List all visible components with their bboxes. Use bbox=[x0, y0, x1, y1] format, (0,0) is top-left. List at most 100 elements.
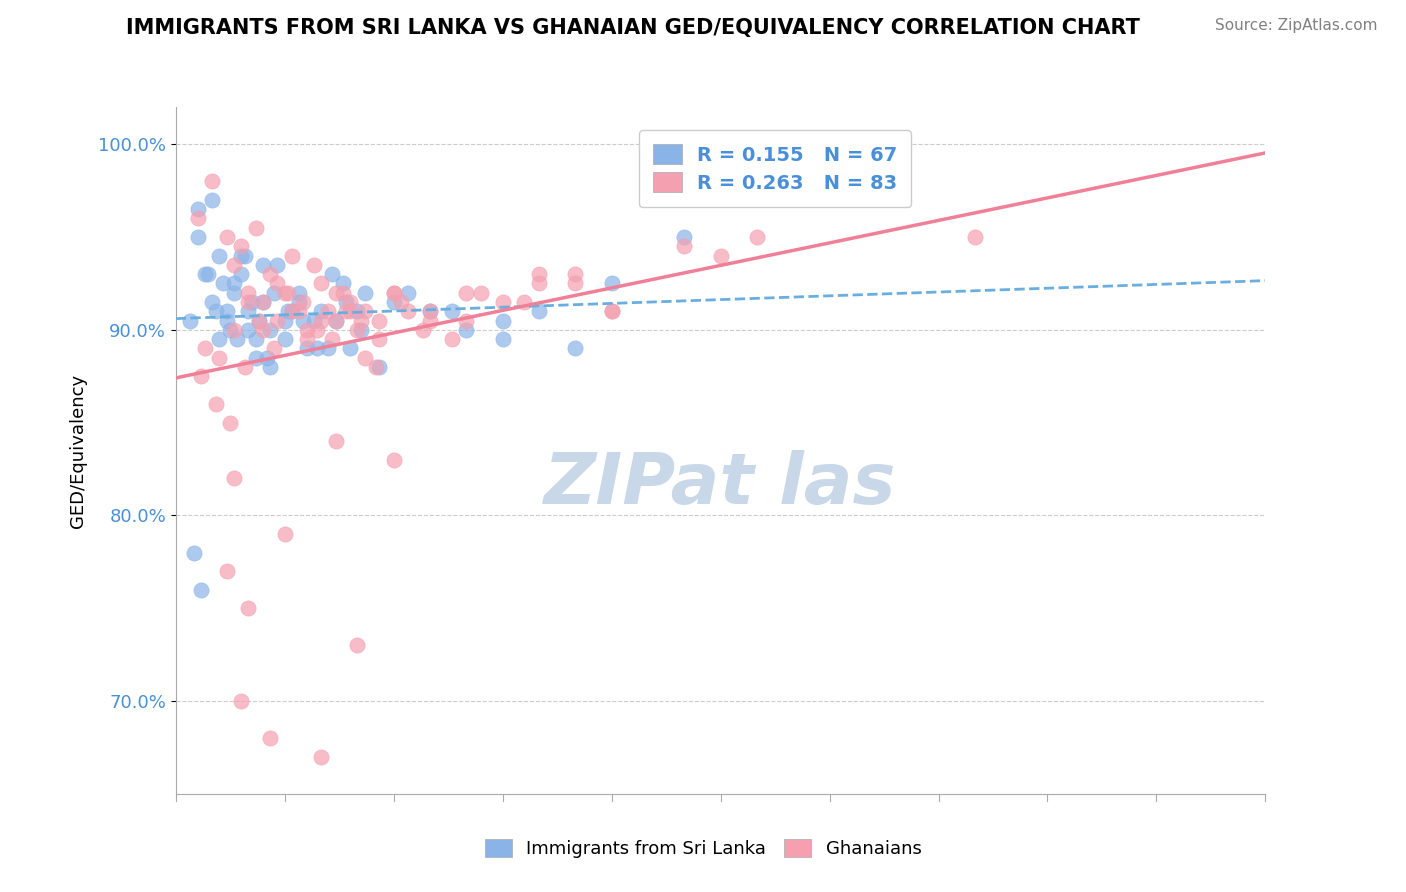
Point bbox=[295, 342, 318, 356]
Point bbox=[247, 313, 270, 327]
Point bbox=[231, 248, 253, 262]
Point bbox=[252, 295, 274, 310]
Text: ZIPat las: ZIPat las bbox=[544, 450, 897, 519]
Point bbox=[440, 332, 463, 346]
Point bbox=[179, 313, 201, 327]
Point bbox=[190, 582, 212, 597]
Point bbox=[321, 267, 343, 281]
Point bbox=[353, 351, 375, 365]
Point bbox=[600, 304, 623, 318]
Text: Source: ZipAtlas.com: Source: ZipAtlas.com bbox=[1215, 18, 1378, 33]
Point bbox=[252, 295, 274, 310]
Point bbox=[745, 230, 768, 244]
Point bbox=[274, 527, 297, 541]
Point bbox=[332, 285, 354, 300]
Point bbox=[274, 313, 297, 327]
Point bbox=[350, 323, 373, 337]
Point bbox=[281, 248, 304, 262]
Point bbox=[307, 342, 329, 356]
Point bbox=[288, 295, 311, 310]
Point bbox=[208, 332, 231, 346]
Point bbox=[238, 323, 260, 337]
Point bbox=[256, 351, 278, 365]
Point bbox=[353, 304, 375, 318]
Point bbox=[201, 174, 224, 188]
Point bbox=[259, 267, 281, 281]
Point bbox=[238, 601, 260, 615]
Text: IMMIGRANTS FROM SRI LANKA VS GHANAIAN GED/EQUIVALENCY CORRELATION CHART: IMMIGRANTS FROM SRI LANKA VS GHANAIAN GE… bbox=[125, 18, 1140, 37]
Point bbox=[419, 304, 441, 318]
Point bbox=[309, 749, 332, 764]
Point bbox=[259, 359, 281, 374]
Point bbox=[396, 285, 419, 300]
Point bbox=[288, 304, 311, 318]
Point bbox=[332, 277, 354, 291]
Point bbox=[440, 304, 463, 318]
Point bbox=[190, 369, 212, 384]
Point bbox=[252, 258, 274, 272]
Point bbox=[245, 351, 267, 365]
Point bbox=[186, 211, 209, 226]
Point bbox=[321, 332, 343, 346]
Point bbox=[346, 304, 368, 318]
Point bbox=[309, 313, 332, 327]
Point bbox=[513, 295, 536, 310]
Point bbox=[204, 397, 226, 411]
Point bbox=[492, 332, 515, 346]
Point bbox=[335, 304, 357, 318]
Point bbox=[238, 285, 260, 300]
Point bbox=[274, 285, 297, 300]
Point bbox=[233, 248, 256, 262]
Point bbox=[222, 471, 245, 485]
Point bbox=[259, 323, 281, 337]
Point bbox=[350, 313, 373, 327]
Point bbox=[291, 295, 314, 310]
Point bbox=[231, 694, 253, 708]
Point bbox=[215, 564, 238, 578]
Point bbox=[222, 285, 245, 300]
Point bbox=[368, 332, 391, 346]
Point bbox=[318, 342, 340, 356]
Point bbox=[204, 304, 226, 318]
Point bbox=[215, 304, 238, 318]
Point bbox=[389, 295, 412, 310]
Point bbox=[346, 639, 368, 653]
Point bbox=[266, 313, 288, 327]
Point bbox=[302, 258, 325, 272]
Point bbox=[245, 220, 267, 235]
Point bbox=[295, 332, 318, 346]
Point bbox=[238, 304, 260, 318]
Point bbox=[219, 323, 242, 337]
Point bbox=[212, 277, 235, 291]
Point bbox=[339, 295, 361, 310]
Y-axis label: GED/Equivalency: GED/Equivalency bbox=[69, 374, 87, 527]
Point bbox=[325, 313, 347, 327]
Point bbox=[600, 304, 623, 318]
Point bbox=[274, 332, 297, 346]
Point bbox=[527, 267, 550, 281]
Point bbox=[419, 304, 441, 318]
Point bbox=[673, 239, 696, 253]
Point bbox=[266, 277, 288, 291]
Point bbox=[222, 323, 245, 337]
Point bbox=[201, 295, 224, 310]
Legend: Immigrants from Sri Lanka, Ghanaians: Immigrants from Sri Lanka, Ghanaians bbox=[478, 831, 928, 865]
Point bbox=[564, 267, 586, 281]
Point bbox=[600, 277, 623, 291]
Point bbox=[325, 313, 347, 327]
Point bbox=[673, 230, 696, 244]
Point bbox=[247, 313, 270, 327]
Point bbox=[710, 248, 733, 262]
Point bbox=[231, 267, 253, 281]
Point bbox=[456, 313, 478, 327]
Point bbox=[368, 313, 391, 327]
Point bbox=[412, 323, 434, 337]
Point bbox=[470, 285, 492, 300]
Point bbox=[252, 323, 274, 337]
Point bbox=[318, 304, 340, 318]
Point bbox=[197, 267, 219, 281]
Point bbox=[240, 295, 263, 310]
Point bbox=[382, 285, 405, 300]
Point bbox=[307, 323, 329, 337]
Point bbox=[353, 285, 375, 300]
